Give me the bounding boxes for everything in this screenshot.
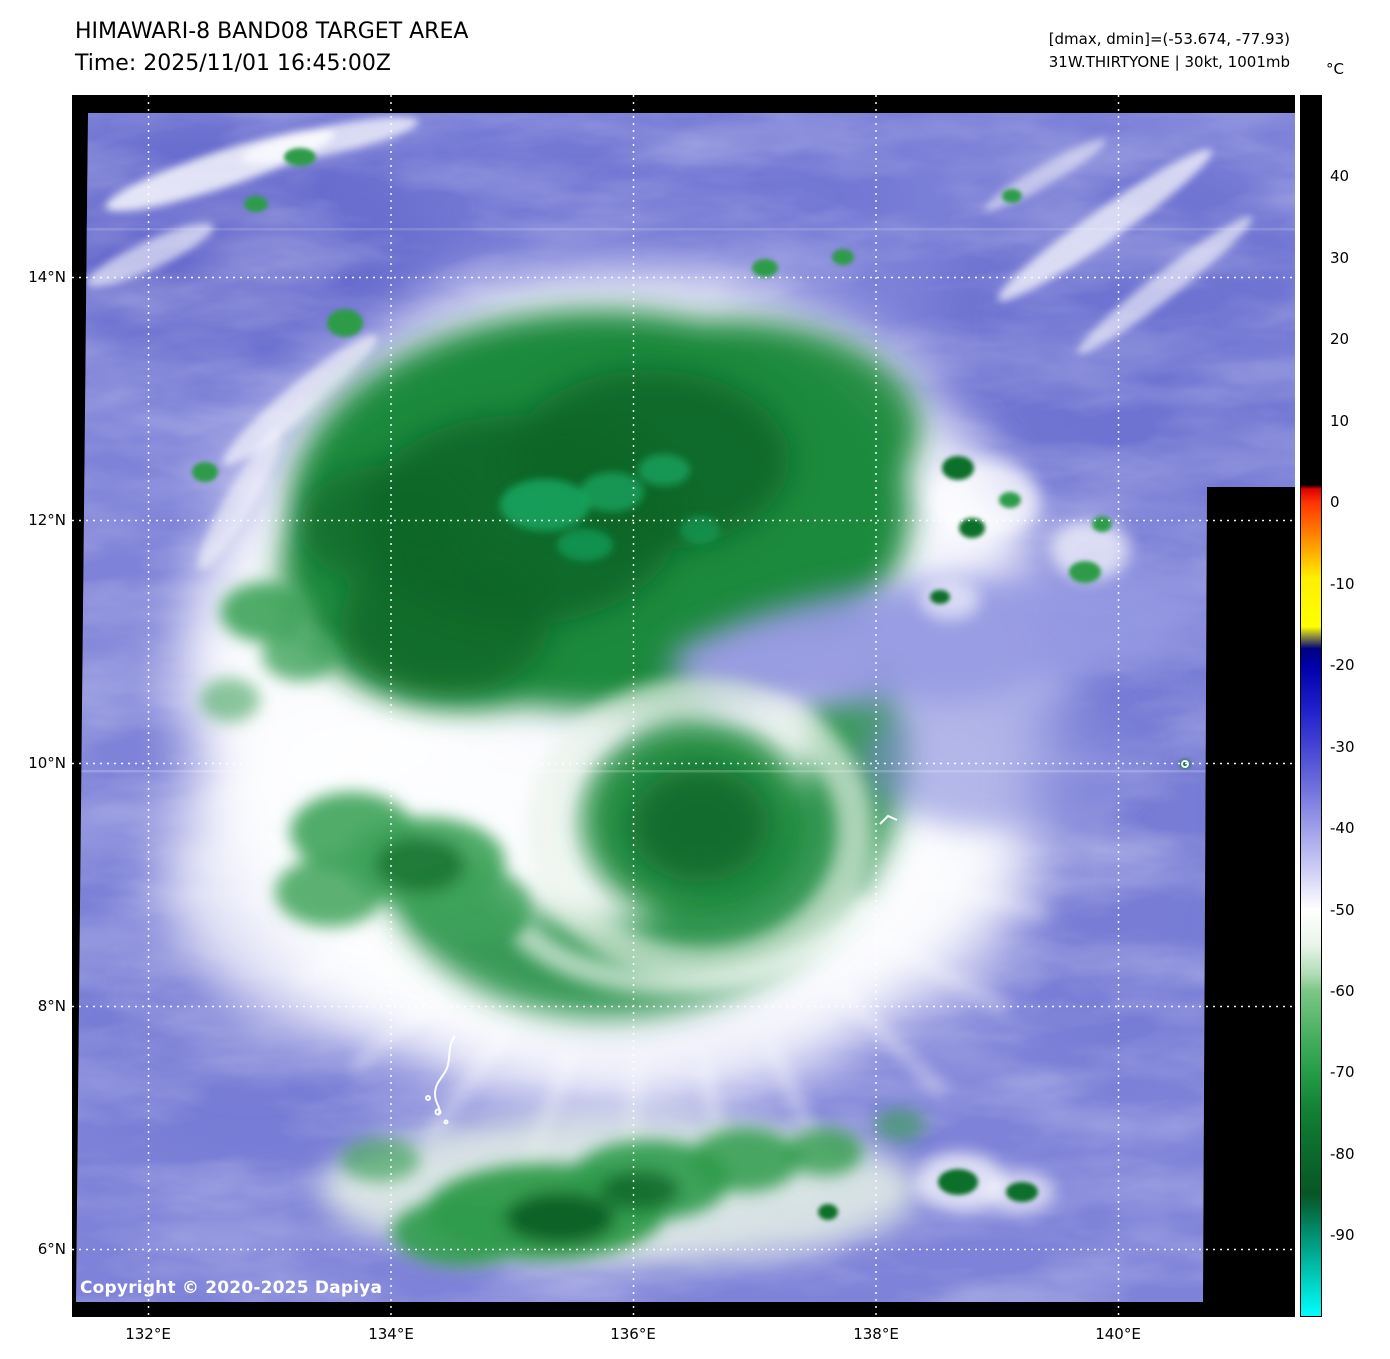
lon-tick-label: 132°E (125, 1325, 171, 1343)
timestamp: Time: 2025/11/01 16:45:00Z (75, 51, 391, 76)
graticule (72, 95, 1295, 1317)
temperature-colorbar (1300, 95, 1322, 1317)
colorbar-tick-label: 10 (1330, 412, 1350, 430)
colorbar-tick-label: -60 (1330, 982, 1355, 1000)
island-outlines (425, 760, 1189, 1125)
colorbar-tick-label: 20 (1330, 330, 1350, 348)
lon-tick-label: 140°E (1095, 1325, 1141, 1343)
colorbar-unit-label: °C (1326, 60, 1344, 78)
colorbar-tick-label: -70 (1330, 1063, 1355, 1081)
lat-tick-label: 14°N (28, 268, 66, 286)
scan-seam (76, 228, 1295, 231)
colorbar-tick-label: -20 (1330, 656, 1355, 674)
colorbar-tick-label: 30 (1330, 249, 1350, 267)
copyright-notice: Copyright © 2020-2025 Dapiya (80, 1278, 383, 1298)
spiral-bands (510, 677, 881, 997)
colorbar-tick-label: 0 (1330, 493, 1340, 511)
colorbar-tick-label: 40 (1330, 167, 1350, 185)
lat-tick-label: 6°N (37, 1240, 66, 1258)
lon-tick-label: 138°E (853, 1325, 899, 1343)
colorbar-tick-label: -30 (1330, 738, 1355, 756)
title-block: HIMAWARI-8 BAND08 TARGET AREA Time: 2025… (75, 16, 468, 80)
lat-tick-label: 8°N (37, 997, 66, 1015)
lat-tick-label: 10°N (28, 754, 66, 772)
scan-seam (76, 770, 1295, 773)
satellite-image-canvas (72, 95, 1295, 1317)
colorbar-tick-label: -90 (1330, 1226, 1355, 1244)
dmax-dmin-readout: [dmax, dmin]=(-53.674, -77.93) (1048, 30, 1290, 48)
plot-area: Copyright © 2020-2025 Dapiya (72, 95, 1295, 1317)
satellite-imagery (76, 113, 1295, 1302)
colorbar-tick-label: -50 (1330, 901, 1355, 919)
west-feeder-band (200, 582, 530, 943)
storm-info-readout: 31W.THIRTYONE | 30kt, 1001mb (1048, 53, 1290, 71)
lon-tick-label: 136°E (610, 1325, 656, 1343)
info-block: [dmax, dmin]=(-53.674, -77.93) 31W.THIRT… (1049, 28, 1290, 74)
lon-tick-label: 134°E (368, 1325, 414, 1343)
east-cell-fringes (915, 460, 1130, 1214)
south-feeder-band (340, 1109, 926, 1266)
colorbar-tick-label: -80 (1330, 1145, 1355, 1163)
colorbar-tick-label: -10 (1330, 575, 1355, 593)
scattered-cells (192, 148, 1190, 1220)
lat-tick-label: 12°N (28, 511, 66, 529)
colorbar-tick-label: -40 (1330, 819, 1355, 837)
coldest-tops (500, 454, 720, 561)
page-title: HIMAWARI-8 BAND08 TARGET AREA (75, 19, 469, 44)
